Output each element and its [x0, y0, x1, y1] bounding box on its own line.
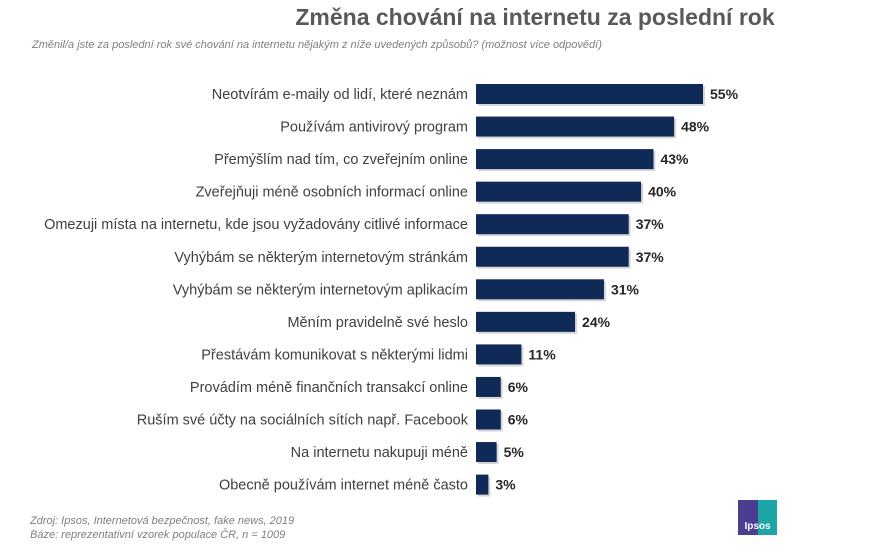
data-label: 11% [528, 346, 556, 362]
source-note: Zdroj: Ipsos, Internetová bezpečnost, fa… [30, 515, 295, 527]
chart-title: Změna chování na internetu za poslední r… [295, 4, 775, 30]
category-label: Neotvírám e-maily od lidí, které neznám [212, 87, 468, 103]
chart-subtitle: Změnil/a jste za poslední rok své chován… [32, 39, 602, 51]
logo-text: Ipsos [744, 521, 771, 532]
data-label: 6% [508, 412, 529, 428]
bar [476, 474, 489, 495]
bar [476, 84, 703, 104]
category-label: Provádím méně finančních transakcí onlin… [190, 380, 468, 396]
data-label: 3% [495, 477, 516, 493]
category-label: Používám antivirový program [280, 120, 468, 136]
bar [476, 311, 576, 332]
data-label: 5% [504, 444, 525, 460]
category-label: Obecně používám internet méně často [219, 478, 468, 494]
category-label: Vyhýbám se některým internetovým aplikac… [173, 282, 468, 298]
logo-right [758, 500, 777, 535]
data-label: 48% [681, 119, 710, 135]
logo-left [738, 500, 758, 535]
bar [476, 344, 522, 365]
bar [476, 442, 497, 463]
category-label: Vyhýbám se některým internetovým stránká… [174, 250, 468, 266]
bar [476, 181, 642, 202]
category-label: Přemýšlím nad tím, co zveřejním online [214, 152, 468, 168]
data-label: 24% [582, 314, 611, 330]
ipsos-logo: Ipsos [738, 500, 777, 535]
bar [476, 116, 675, 137]
bar [476, 246, 629, 267]
data-label: 40% [648, 184, 677, 200]
data-label: 6% [508, 379, 529, 395]
base-note: Báze: reprezentativní vzorek populace ČR… [30, 529, 286, 541]
data-label: 37% [636, 216, 665, 232]
category-label: Přestávám komunikovat s některými lidmi [201, 347, 468, 363]
category-label: Omezuji místa na internetu, kde jsou vyž… [44, 217, 468, 233]
bar [476, 279, 604, 300]
data-label: 43% [660, 151, 689, 167]
bar [476, 214, 629, 235]
bar [476, 376, 501, 397]
data-label: 55% [710, 86, 739, 102]
bar [476, 149, 654, 170]
bar [476, 409, 501, 430]
data-label: 37% [636, 249, 665, 265]
category-label: Měním pravidelně své heslo [287, 315, 468, 331]
category-label: Zveřejňuji méně osobních informací onlin… [196, 185, 468, 201]
category-label: Na internetu nakupuji méně [291, 445, 468, 461]
data-label: 31% [611, 281, 640, 297]
category-label: Ruším své účty na sociálních sítích např… [137, 413, 469, 429]
